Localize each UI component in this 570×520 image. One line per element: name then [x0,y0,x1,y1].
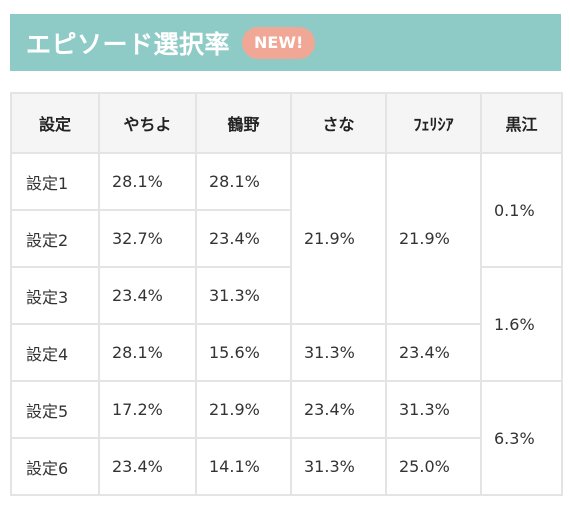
table-row: 設定2 32.7% 23.4% [10,209,562,268]
cell-felicia-merged: 21.9% [385,152,482,325]
row-label: 設定6 [10,437,100,496]
cell-tsuruno: 23.4% [195,209,292,268]
table-row: 設定5 17.2% 21.9% 23.4% 31.3% 6.3% [10,380,563,496]
cell-sana-merged: 21.9% [290,152,387,325]
cell-yachiyo: 32.7% [98,209,197,268]
cell-kuroe-merged: 0.1% [480,152,563,268]
page-title: エピソード選択率 [26,29,231,59]
cell-kuroe-merged: 1.6% [480,266,563,382]
cell-kuroe-merged: 6.3% [480,380,563,496]
page-header: エピソード選択率 NEW! [10,14,561,71]
cell-sana: 31.3% [290,437,387,496]
column-header-sana: さな [290,92,387,154]
cell-sana: 23.4% [290,380,387,439]
cell-tsuruno: 31.3% [195,266,292,325]
cell-tsuruno: 14.1% [195,437,292,496]
row-label: 設定5 [10,380,100,439]
cell-tsuruno: 15.6% [195,323,292,382]
column-header-felicia: ﾌｪﾘｼｱ [385,92,482,154]
column-header-yachiyo: やちよ [98,92,197,154]
cell-felicia: 25.0% [385,437,482,496]
row-label: 設定3 [10,266,100,325]
table-row: 設定4 28.1% 15.6% 31.3% 23.4% [10,323,562,382]
cell-yachiyo: 23.4% [98,266,197,325]
column-header-tsuruno: 鶴野 [195,92,292,154]
cell-yachiyo: 23.4% [98,437,197,496]
table-row: 設定1 28.1% 28.1% 21.9% 21.9% 0.1% [10,152,563,325]
cell-yachiyo: 28.1% [98,323,197,382]
cell-sana: 31.3% [290,323,387,382]
cell-felicia: 23.4% [385,323,482,382]
row-label: 設定1 [10,152,100,211]
new-badge: NEW! [242,26,316,59]
column-header-kuroe: 黒江 [480,92,563,154]
cell-yachiyo: 28.1% [98,152,197,211]
cell-tsuruno: 28.1% [195,152,292,211]
cell-yachiyo: 17.2% [98,380,197,439]
cell-felicia: 31.3% [385,380,482,439]
row-label: 設定2 [10,209,100,268]
row-label: 設定4 [10,323,100,382]
table-row: 設定3 23.4% 31.3% 1.6% [10,266,563,382]
table-header-row: 設定 やちよ 鶴野 さな ﾌｪﾘｼｱ 黒江 [10,92,563,154]
column-header-setting: 設定 [10,92,100,154]
episode-rate-table: 設定 やちよ 鶴野 さな ﾌｪﾘｼｱ 黒江 設定1 28.1% 28.1% 21… [10,92,563,496]
table-row: 設定6 23.4% 14.1% 31.3% 25.0% [10,437,562,496]
cell-tsuruno: 21.9% [195,380,292,439]
